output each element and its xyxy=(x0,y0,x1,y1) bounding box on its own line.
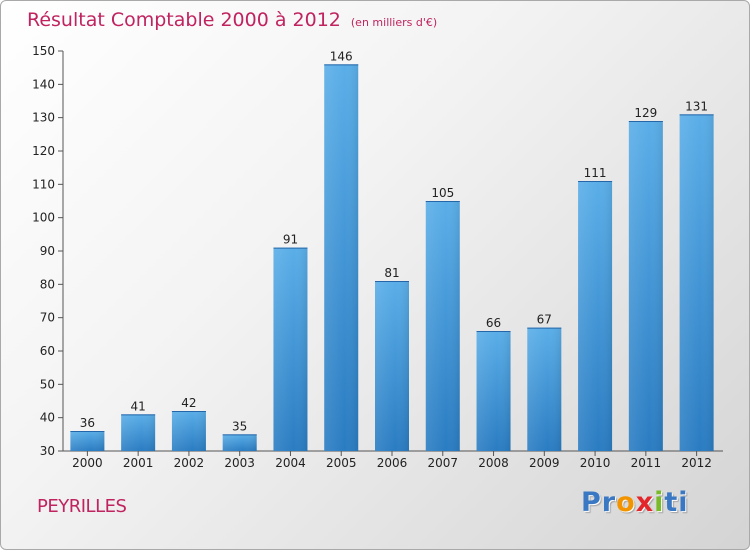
x-tick-label-2000: 2000 xyxy=(72,456,103,470)
y-tick-label: 100 xyxy=(32,211,55,225)
y-tick-label: 120 xyxy=(32,144,55,158)
logo-letter: P xyxy=(581,487,602,518)
x-tick-label-2003: 2003 xyxy=(224,456,255,470)
bar-shade-2007 xyxy=(425,201,460,451)
bar-shade-2008 xyxy=(476,331,511,451)
logo-letter: o xyxy=(616,487,636,518)
x-tick-label-2012: 2012 xyxy=(681,456,712,470)
logo-letter: i xyxy=(678,487,689,518)
y-tick-label: 80 xyxy=(40,277,55,291)
bar-shade-2000 xyxy=(70,431,105,451)
bar-shade-2006 xyxy=(375,281,409,451)
logo-letter: t xyxy=(664,487,679,518)
x-tick-label-2011: 2011 xyxy=(631,456,662,470)
chart-title-unit: (en milliers d'€) xyxy=(350,16,438,29)
data-label-2003: 35 xyxy=(232,419,247,433)
bar-shade-2005 xyxy=(324,64,359,452)
bar-shade-2001 xyxy=(121,414,156,451)
bar-shade-2004 xyxy=(273,247,308,451)
x-tick-label-2005: 2005 xyxy=(326,456,357,470)
x-tick-label-2001: 2001 xyxy=(123,456,154,470)
data-label-2007: 105 xyxy=(431,186,454,200)
bar-shade-2009 xyxy=(527,327,562,451)
y-tick-label: 70 xyxy=(40,311,55,325)
y-tick-label: 140 xyxy=(32,77,55,91)
x-tick-label-2010: 2010 xyxy=(580,456,611,470)
bar-shade-2003 xyxy=(222,434,257,451)
logo-letter: r xyxy=(601,487,617,518)
data-label-2011: 129 xyxy=(634,106,657,120)
y-tick-label: 90 xyxy=(40,244,55,258)
data-label-2012: 131 xyxy=(685,99,708,113)
y-tick-label: 110 xyxy=(32,177,55,191)
proxiti-logo[interactable]: Proxiti xyxy=(581,487,689,518)
commune-name: PEYRILLES xyxy=(37,496,127,517)
data-label-2002: 42 xyxy=(181,396,196,410)
x-tick-label-2004: 2004 xyxy=(275,456,306,470)
y-tick-label: 60 xyxy=(40,344,55,358)
logo-letter: i xyxy=(654,487,665,518)
y-tick-label: 50 xyxy=(40,377,55,391)
data-label-2004: 91 xyxy=(283,233,298,247)
bar-shade-2002 xyxy=(171,411,206,451)
y-tick-label: 130 xyxy=(32,111,55,125)
y-tick-label: 30 xyxy=(40,444,55,458)
bar-shade-2011 xyxy=(628,121,663,451)
data-label-2006: 81 xyxy=(384,266,399,280)
data-label-2010: 111 xyxy=(584,166,607,180)
x-tick-label-2002: 2002 xyxy=(174,456,205,470)
data-label-2000: 36 xyxy=(80,416,95,430)
x-tick-label-2006: 2006 xyxy=(377,456,408,470)
data-label-2009: 67 xyxy=(537,313,552,327)
x-tick-label-2009: 2009 xyxy=(529,456,560,470)
chart-title: Résultat Comptable 2000 à 2012 (en millie… xyxy=(27,9,437,31)
data-label-2008: 66 xyxy=(486,316,501,330)
x-tick-label-2008: 2008 xyxy=(478,456,509,470)
data-label-2001: 41 xyxy=(131,399,146,413)
y-tick-label: 40 xyxy=(40,411,55,425)
bar-shade-2012 xyxy=(679,114,714,451)
bar-shade-2010 xyxy=(578,181,613,451)
chart-title-main: Résultat Comptable 2000 à 2012 xyxy=(27,9,341,31)
data-label-2005: 146 xyxy=(330,49,353,63)
x-tick-label-2007: 2007 xyxy=(427,456,458,470)
y-tick-label: 150 xyxy=(32,44,55,58)
logo-letter: x xyxy=(635,487,655,518)
